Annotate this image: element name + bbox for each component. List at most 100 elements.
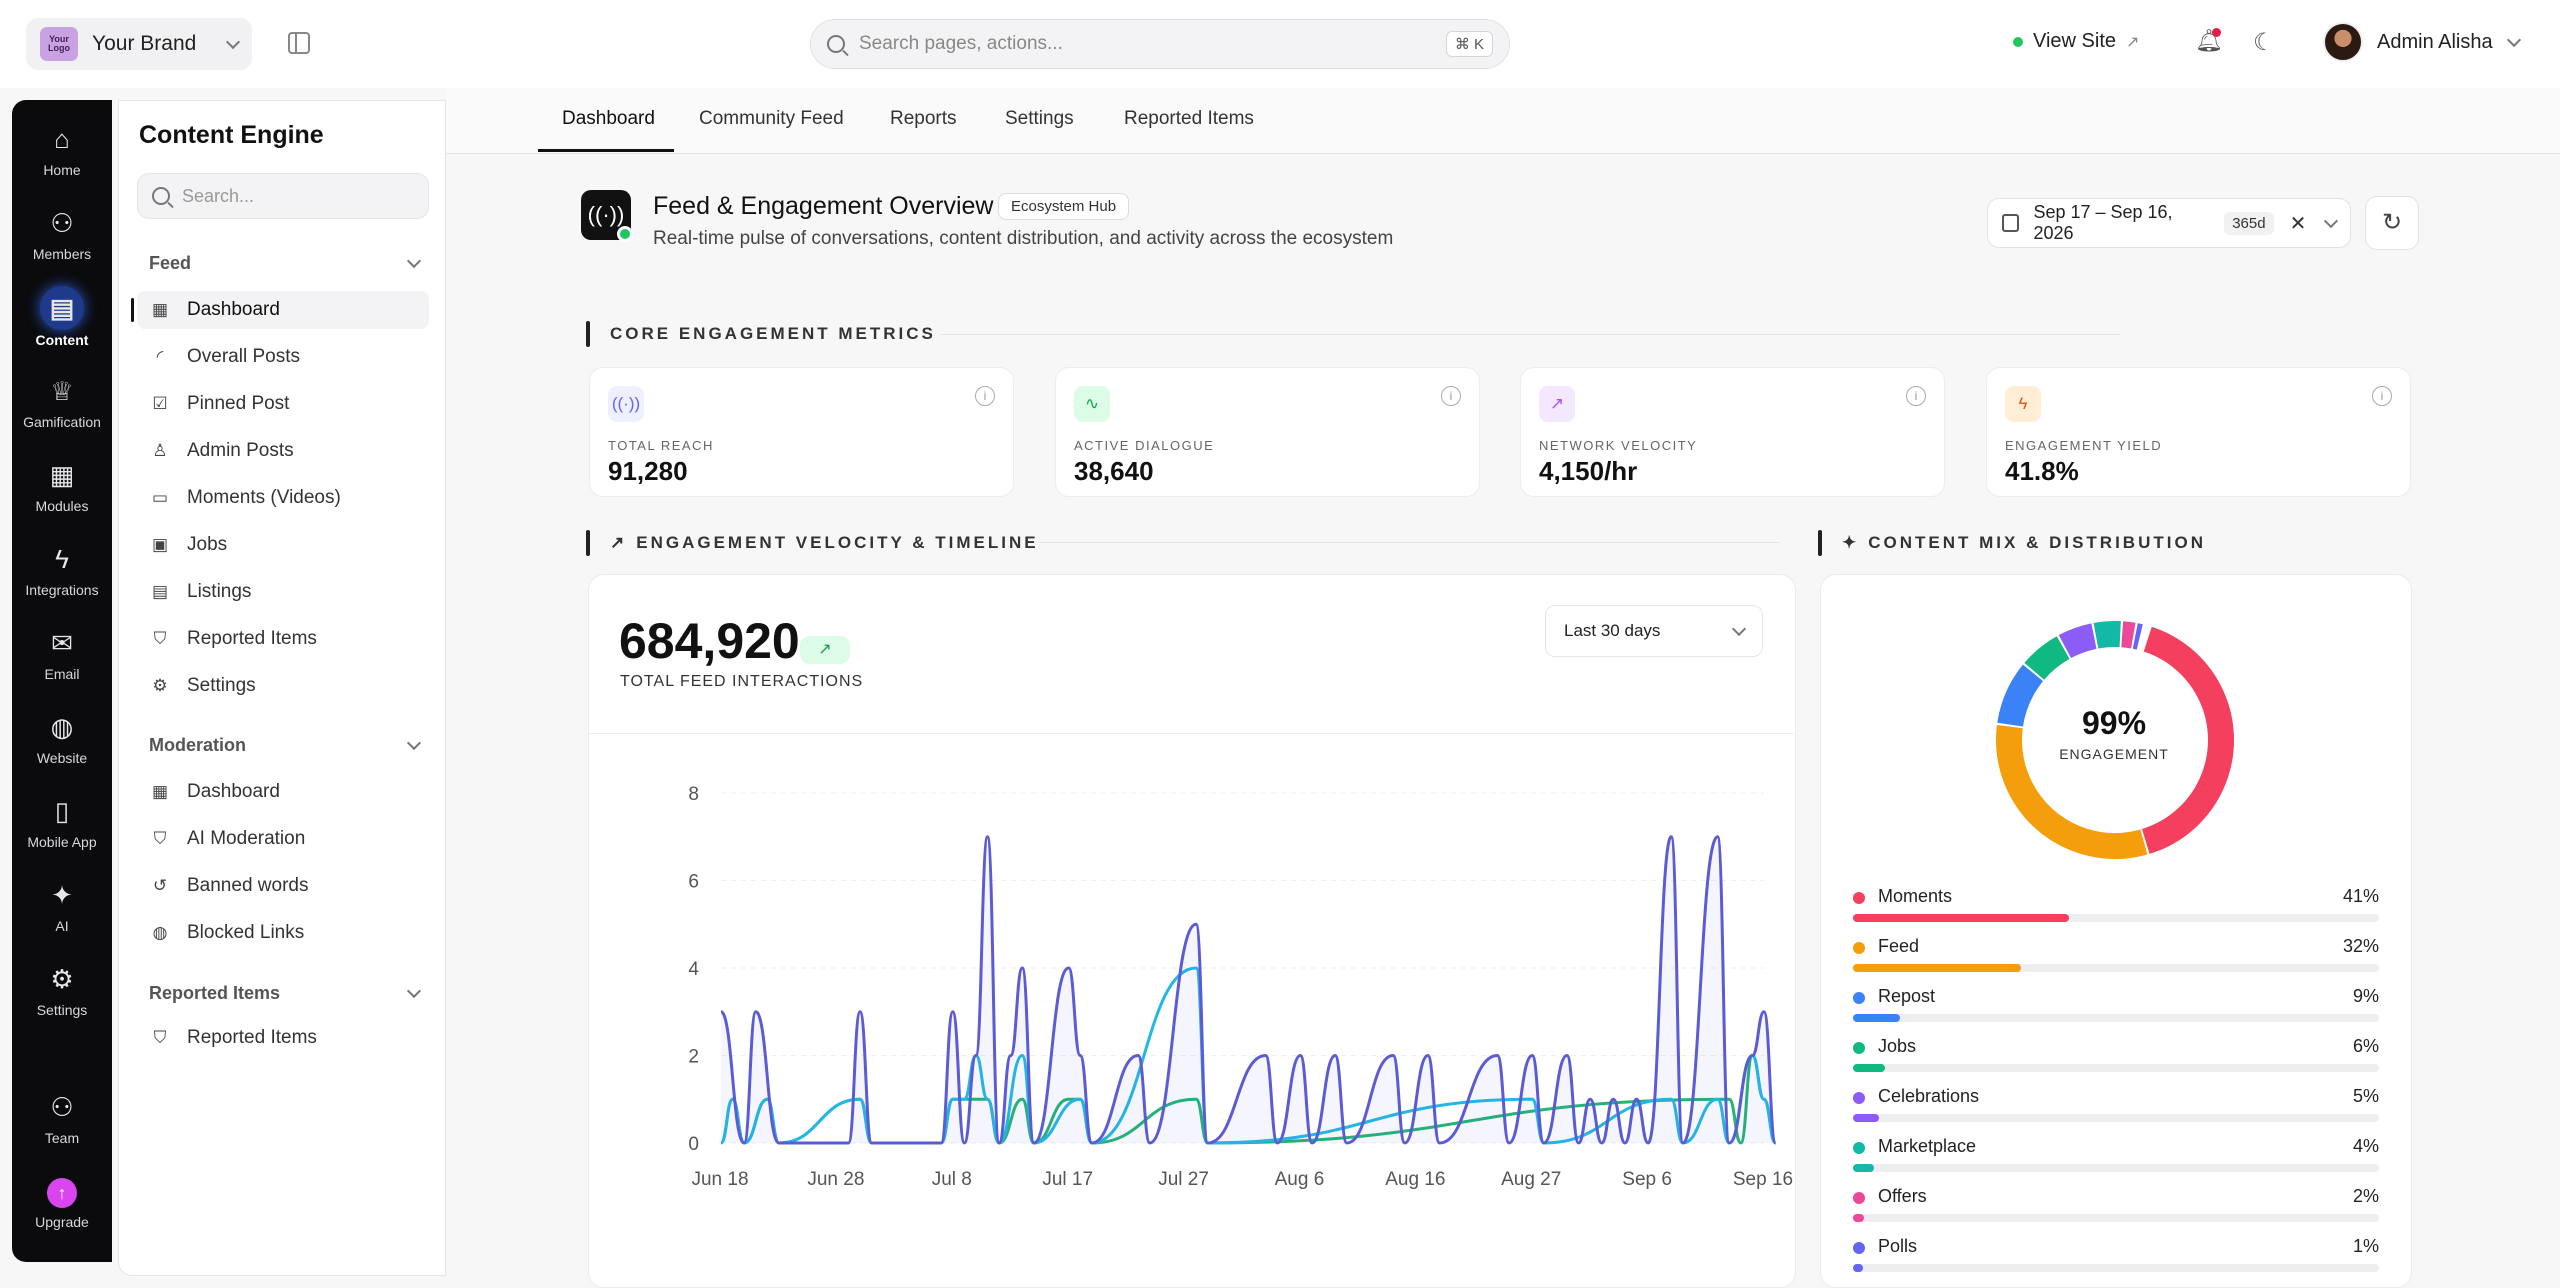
sidebar-item-label: Pinned Post <box>187 393 290 414</box>
rail-item-integrations[interactable]: ϟ Integrations <box>12 542 112 598</box>
tab-settings[interactable]: Settings <box>1005 108 1074 129</box>
user-icon: ♙ <box>152 441 168 460</box>
dark-mode-moon-icon[interactable]: ☾ <box>2253 29 2275 56</box>
sidebar-item-moments[interactable]: ▭ Moments (Videos) <box>137 479 429 517</box>
sidebar-toggle-icon[interactable] <box>288 32 310 54</box>
sidebar-item-moderation-dashboard[interactable]: ▦ Dashboard <box>137 773 429 811</box>
info-icon[interactable]: i <box>1441 386 1461 406</box>
chevron-down-icon[interactable] <box>2324 213 2339 228</box>
timeline-range-select[interactable]: Last 30 days <box>1545 605 1763 657</box>
sidebar-item-ai-moderation[interactable]: ⛉ AI Moderation <box>137 820 429 858</box>
info-icon[interactable]: i <box>2372 386 2392 406</box>
rail-label: Website <box>36 750 88 766</box>
metric-value: 91,280 <box>608 456 688 486</box>
status-dot <box>2013 36 2023 47</box>
rail-item-modules[interactable]: ▦ Modules <box>12 458 112 514</box>
rail-item-website[interactable]: ◍ Website <box>12 710 112 766</box>
bolt-icon: ϟ <box>55 544 69 574</box>
rail-item-ai[interactable]: ✦ AI <box>12 878 112 934</box>
rail-item-content[interactable]: ▤ Content <box>12 286 112 348</box>
external-link-icon: ↗ <box>2126 33 2140 51</box>
tab-reported-items[interactable]: Reported Items <box>1124 108 1254 129</box>
tab-dashboard[interactable]: Dashboard <box>562 108 655 129</box>
y-tick-label: 4 <box>688 959 699 980</box>
x-tick-label: Jun 28 <box>807 1169 864 1190</box>
section-label: ENGAGEMENT VELOCITY & TIMELINE <box>636 533 1039 552</box>
sidebar-item-blocked-links[interactable]: ◍ Blocked Links <box>137 914 429 952</box>
x-tick-label: Aug 16 <box>1385 1169 1445 1190</box>
rail-item-team[interactable]: ⚇ Team <box>12 1090 112 1146</box>
mix-percent: 1% <box>2352 1236 2379 1256</box>
sidebar-item-overall-posts[interactable]: ◜ Overall Posts <box>137 338 429 376</box>
notifications-bell-icon[interactable]: 🔔︎ <box>2195 28 2223 53</box>
mix-name: Celebrations <box>1878 1086 1980 1106</box>
mix-name: Polls <box>1878 1236 1918 1256</box>
x-tick-label: Sep 16 <box>1733 1169 1793 1190</box>
active-tab-indicator <box>538 149 674 152</box>
content-mix-donut <box>1996 621 2234 859</box>
global-search-input[interactable]: Search pages, actions... ⌘ K <box>810 19 1510 69</box>
notification-dot <box>2212 28 2221 37</box>
rail-item-home[interactable]: ⌂ Home <box>12 122 112 178</box>
ecosystem-badge: Ecosystem Hub <box>998 193 1130 220</box>
sidebar-item-label: Overall Posts <box>187 346 300 367</box>
date-range-picker[interactable]: Sep 17 – Sep 16, 2026 365d ✕ <box>1987 198 2351 248</box>
rail-item-mobile-app[interactable]: ▯ Mobile App <box>12 794 112 850</box>
metric-card-total-reach: ((·)) i TOTAL REACH 91,280 <box>589 367 1014 497</box>
mix-percent: 5% <box>2352 1086 2379 1106</box>
metric-value: 38,640 <box>1074 456 1154 486</box>
timeline-range-value: Last 30 days <box>1564 621 1661 640</box>
sidebar-item-reported-items-2[interactable]: ⛉ Reported Items <box>137 1019 429 1057</box>
sidebar-item-listings[interactable]: ▤ Listings <box>137 573 429 611</box>
metric-label: TOTAL REACH <box>608 438 714 453</box>
sidebar-item-admin-posts[interactable]: ♙ Admin Posts <box>137 432 429 470</box>
tab-community-feed[interactable]: Community Feed <box>699 108 844 129</box>
sidebar-item-label: Blocked Links <box>187 922 305 943</box>
info-icon[interactable]: i <box>975 386 995 406</box>
sidebar-search-placeholder: Search... <box>182 185 255 206</box>
mix-bar-track <box>1853 1014 2379 1022</box>
sidebar-item-reported-items[interactable]: ⛉ Reported Items <box>137 620 429 658</box>
total-interactions-value: 684,920 <box>619 613 800 669</box>
section-core-metrics: CORE ENGAGEMENT METRICS <box>586 321 936 347</box>
gear-icon: ⚙ <box>152 676 168 695</box>
sparkles-icon: ✦ <box>1842 533 1857 552</box>
mix-row: Offers 2% <box>1853 1184 2379 1232</box>
page-scrollbar[interactable] <box>2546 90 2554 1270</box>
rail-label: Members <box>32 246 92 262</box>
sidebar-item-feed-dashboard[interactable]: ▦ Dashboard <box>131 291 429 329</box>
mix-bar-track <box>1853 1114 2379 1122</box>
metric-value: 41.8% <box>2005 456 2079 486</box>
sidebar-item-banned-words[interactable]: ↺ Banned words <box>137 867 429 905</box>
chevron-down-icon <box>1731 621 1747 636</box>
primary-nav-rail: ⌂ Home ⚇ Members ▤ Content ♕ Gamification ▦ M… <box>12 100 112 1262</box>
sidebar-section-reported-items[interactable]: Reported Items <box>149 983 422 1004</box>
refresh-button[interactable]: ↻ <box>2365 196 2419 250</box>
clear-date-icon[interactable]: ✕ <box>2289 212 2307 235</box>
search-shortcut: ⌘ K <box>1445 31 1493 57</box>
rail-label: Content <box>35 332 89 348</box>
rail-item-settings[interactable]: ⚙ Settings <box>12 962 112 1018</box>
info-icon[interactable]: i <box>1906 386 1926 406</box>
tab-reports[interactable]: Reports <box>890 108 957 129</box>
donut-slice <box>1996 621 2234 859</box>
sidebar-search-input[interactable]: Search... <box>137 173 429 219</box>
view-site-link[interactable]: View Site ↗ <box>2013 30 2139 53</box>
sidebar-item-jobs[interactable]: ▣ Jobs <box>137 526 429 564</box>
mix-bar-fill <box>1853 1264 1863 1272</box>
rail-item-upgrade[interactable]: ↑ Upgrade <box>12 1178 112 1230</box>
rail-item-members[interactable]: ⚇ Members <box>12 206 112 262</box>
rail-item-email[interactable]: ✉ Email <box>12 626 112 682</box>
user-menu[interactable]: Admin Alisha <box>2323 22 2521 62</box>
search-placeholder: Search pages, actions... <box>859 33 1063 54</box>
sidebar-section-feed[interactable]: Feed <box>149 253 422 274</box>
sidebar-item-settings[interactable]: ⚙ Settings <box>137 667 429 705</box>
brand-switcher[interactable]: Your Logo Your Brand <box>26 18 252 70</box>
y-tick-label: 6 <box>688 872 699 893</box>
mix-row: Celebrations 5% <box>1853 1084 2379 1132</box>
mix-percent: 6% <box>2352 1036 2379 1056</box>
mail-icon: ✉ <box>51 628 73 658</box>
rail-item-gamification[interactable]: ♕ Gamification <box>12 374 112 430</box>
sidebar-section-moderation[interactable]: Moderation <box>149 735 422 756</box>
sidebar-item-pinned-post[interactable]: ☑ Pinned Post <box>137 385 429 423</box>
